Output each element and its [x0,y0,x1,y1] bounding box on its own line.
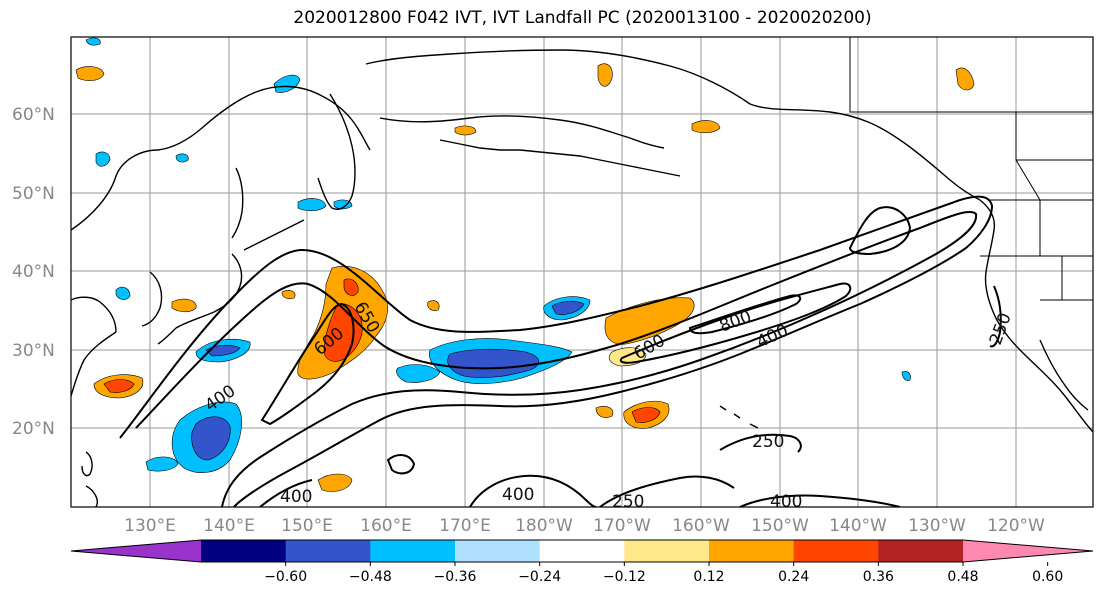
pc-positive-small [343,278,359,296]
ivt-contour-250 [599,475,735,507]
pc-negative-core [551,300,585,315]
hawaii-islands [719,405,759,429]
colorbar-swatch [201,540,287,562]
lon-label: 140°E [203,516,255,536]
ivt-contour-600 [619,282,852,364]
lon-label: 170°E [439,516,491,536]
ivt-contour-250 [719,433,802,453]
borders [849,37,1093,301]
pc-negative-core [191,416,231,461]
kamchatka-coastline [317,93,356,210]
latitude-labels: 60°N 50°N 40°N 30°N 20°N [12,105,55,439]
pc-negative-region [145,456,179,472]
lon-label: 150°E [281,516,333,536]
colorbar-tick-label: −0.48 [349,569,392,585]
lon-label: 150°W [751,516,809,536]
lat-label: 50°N [12,184,55,204]
colorbar-outline [70,539,1094,563]
ivt-contour-400 [135,210,978,507]
coastlines [71,49,1093,507]
ivt-contour-400 [739,494,901,507]
lat-label: 20°N [12,419,55,439]
ivt-contour-800 [688,294,802,335]
ivt-contour-400 [259,479,313,507]
contour-label: 400 [280,487,312,507]
lat-label: 60°N [12,105,55,125]
colorbar-swatch [709,540,795,562]
pc-positive-core [631,407,661,423]
ivt-contour-600 [260,302,355,426]
colorbar-tick-label: −0.60 [264,569,307,585]
colorbar-extend-max [963,540,1093,562]
lon-label: 160°E [360,516,412,536]
ivt-contours [119,195,1002,507]
lat-label: 40°N [12,262,55,282]
korea-coastline [141,271,163,327]
colorbar-tick-label: 0.12 [693,569,724,585]
lon-label: 120°W [987,516,1045,536]
pc-negative-core [447,348,539,378]
ivt-contour-400 [848,206,912,256]
colorbar-swatch [455,540,541,562]
alaska-coastline [365,49,981,201]
contour-label: 250 [612,492,644,512]
map-frame [70,36,1094,508]
contour-label: 400 [502,485,534,505]
taiwan-coastline [81,451,93,477]
colorbar-extend-min [71,540,201,562]
ivt-contour-250 [989,285,1002,348]
baja-coastline [1039,339,1089,411]
pc-positive-region [317,473,353,492]
north-america-coastline [979,199,1093,433]
ivt-contour-250 [119,195,994,507]
colorbar-swatch [285,540,371,562]
pc-positive-core [103,379,135,393]
colorbar-tick-label: 0.48 [947,569,978,585]
kuril-islands [243,219,305,251]
philippines-coastline [85,485,98,507]
colorbar-tick-label: −0.36 [434,569,477,585]
colorbar: −0.60 −0.48 −0.36 −0.24 −0.12 0.12 0.24 0.36 0.4… [70,539,1094,585]
colorbar-swatch [793,540,879,562]
lon-label: 160°W [672,516,730,536]
lon-label: 140°W [829,516,887,536]
colorbar-tick-label: −0.24 [518,569,561,585]
colorbar-tick-label: 0.24 [778,569,809,585]
colorbar-swatch [878,540,964,562]
ivt-contour-400 [469,474,597,507]
colorbar-tick-label: 0.60 [1032,569,1063,585]
contour-label: 250 [752,432,784,452]
map-title: 2020012800 F042 IVT, IVT Landfall PC (20… [293,8,872,28]
lon-label: 130°E [124,516,176,536]
contour-label: 400 [770,492,802,512]
pc-negative-region [396,364,441,383]
asia-coastline [71,85,371,397]
colorbar-tick-label: −0.12 [603,569,646,585]
colorbar-swatch [624,540,710,562]
pc-negative-core [205,344,241,357]
colorbar-tick-label: 0.36 [863,569,894,585]
aleutian-islands [439,139,681,177]
colorbar-swatch [539,540,625,562]
canada-alaska-border [849,37,1093,113]
lon-label: 180°W [515,516,573,536]
colorbar-swatch [370,540,456,562]
lon-label: 130°W [908,516,966,536]
lat-label: 30°N [12,341,55,361]
longitude-labels: 130°E 140°E 150°E 160°E 170°E 180°W 170°… [124,516,1045,536]
ivt-contour-250 [386,454,416,475]
sakhalin-coastline [231,167,244,239]
state-borders [980,112,1093,301]
lon-label: 170°W [593,516,651,536]
